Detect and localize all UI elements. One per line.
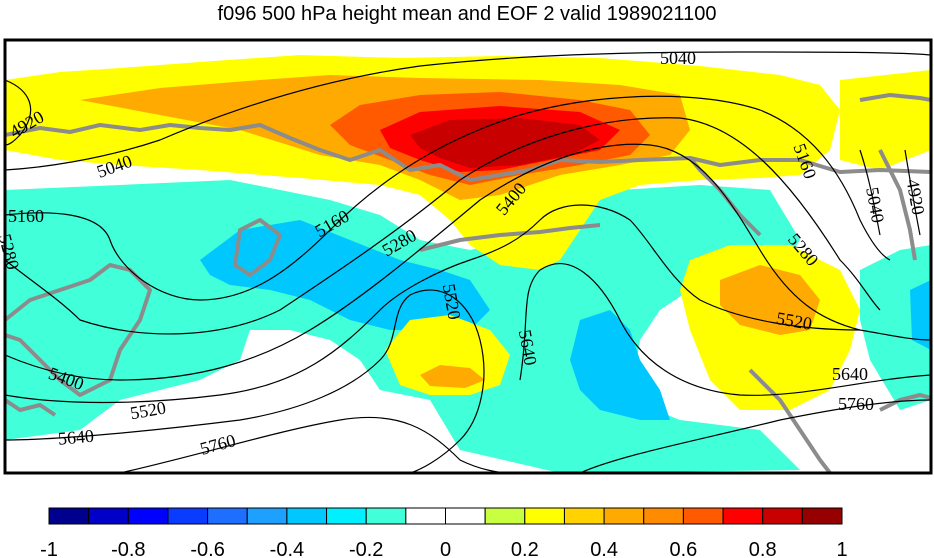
contour-5760 [119, 416, 511, 473]
coastline-north-america-west [748, 368, 832, 473]
colorbar-swatch [643, 507, 684, 525]
colorbar-swatch [405, 507, 447, 525]
contour-5160 [5, 95, 891, 301]
coastline-north-america-north [859, 93, 931, 102]
colorbar-swatch [563, 507, 605, 525]
contour-4920-east [904, 149, 921, 236]
negative-anomaly-east [860, 245, 931, 410]
colorbar-swatch [167, 507, 209, 525]
contour-label: 5760 [838, 394, 874, 414]
colorbar-tick-label: -0.8 [111, 539, 145, 558]
contour-label: 5640 [832, 364, 868, 384]
contour-4920-west [5, 79, 32, 146]
colorbar-tick-label: 0.6 [669, 539, 697, 558]
coastline-east-edge [879, 393, 931, 412]
contour-5640 [5, 289, 485, 473]
height-contours [5, 51, 931, 473]
colorbar-swatch [48, 507, 90, 525]
colorbar-swatch [286, 507, 328, 525]
colorbar-swatch [524, 507, 565, 525]
contour-5040-east [859, 149, 881, 236]
positive-anomaly-core-3 [410, 118, 600, 168]
coastline-kamchatka [233, 218, 282, 277]
contour-5040 [5, 51, 931, 171]
colorbar-ticks: -1 -0.8 -0.6 -0.4 -0.2 0 0.2 0.4 0.6 0.8 1 [40, 539, 847, 558]
colorbar-tick-label: 1 [836, 539, 847, 558]
negative-anomaly-core-east [910, 280, 931, 350]
colorbar-swatch [445, 507, 486, 525]
colorbar-swatch [762, 507, 803, 525]
contour-label: 5160 [8, 206, 44, 226]
eof-shading [5, 40, 931, 473]
contour-5520 [5, 204, 861, 404]
colorbar-tick-label: -0.2 [349, 539, 383, 558]
colorbar [48, 507, 843, 525]
contour-label: 5640 [57, 426, 95, 449]
colorbar-swatch [246, 507, 288, 525]
contour-label: 5040 [660, 48, 696, 68]
colorbar-swatch [127, 507, 169, 525]
coastline-north-asia [5, 123, 931, 182]
colorbar-swatch [88, 507, 129, 525]
contour-5640-east [519, 263, 931, 396]
colorbar-swatch [603, 507, 645, 525]
contour-5280 [5, 117, 881, 335]
positive-anomaly-orange-central [420, 365, 485, 388]
map-frame [3, 38, 933, 475]
colorbar-tick-label: -1 [40, 539, 58, 558]
coastline-east-asia [5, 263, 152, 397]
coastline-japan [5, 398, 57, 417]
colorbar-tick-label: 0 [440, 539, 451, 558]
colorbar-tick-label: 0.2 [511, 539, 539, 558]
negative-anomaly-core-west [200, 220, 490, 330]
map-title: f096 500 hPa height mean and EOF 2 valid… [217, 3, 717, 25]
negative-anomaly-core-south [570, 310, 670, 420]
colorbar-swatch [682, 507, 724, 525]
contour-5760-east [579, 399, 931, 473]
colorbar-swatch [207, 507, 248, 525]
colorbar-swatch [326, 507, 367, 525]
colorbar-swatch [365, 507, 407, 525]
colorbar-tick-label: 0.8 [749, 539, 777, 558]
colorbar-tick-label: 0.4 [590, 539, 618, 558]
coastline-aleutians [419, 223, 601, 252]
colorbar-swatch [484, 507, 526, 525]
positive-anomaly-northeast [840, 70, 931, 170]
colorbar-tick-label: -0.6 [190, 539, 224, 558]
positive-anomaly-orange-east [720, 265, 820, 335]
colorbar-swatch [801, 507, 843, 525]
colorbar-tick-label: -0.4 [270, 539, 304, 558]
colorbar-swatch [722, 507, 764, 525]
coastline-north-america-east [878, 149, 917, 261]
contour-5400 [5, 143, 931, 381]
